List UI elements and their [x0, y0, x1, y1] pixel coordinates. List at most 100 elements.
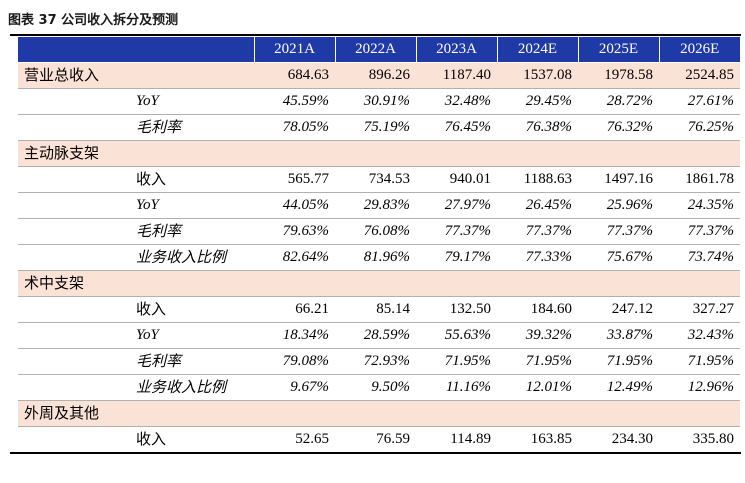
metric-row: 业务收入比例 82.64% 81.96% 79.17% 77.33% 75.67% 73.7…	[18, 244, 740, 271]
value-cell: 39.32%	[497, 322, 578, 349]
value-cell	[659, 270, 740, 297]
value-cell: 77.37%	[578, 218, 659, 245]
empty-cell	[18, 426, 126, 453]
metric-label: YoY	[126, 192, 254, 219]
value-cell: 27.61%	[659, 88, 740, 115]
value-cell: 77.37%	[497, 218, 578, 245]
value-cell	[497, 140, 578, 167]
value-cell: 29.83%	[335, 192, 416, 219]
value-cell: 30.91%	[335, 88, 416, 115]
value-cell: 1861.78	[659, 166, 740, 193]
value-cell	[254, 270, 335, 297]
metric-label: 业务收入比例	[126, 374, 254, 401]
value-cell: 1497.16	[578, 166, 659, 193]
metric-row: 业务收入比例 9.67% 9.50% 11.16% 12.01% 12.49% 12.96%	[18, 374, 740, 401]
metric-row: 收入 565.77 734.53 940.01 1188.63 1497.16 1861.7…	[18, 166, 740, 193]
empty-cell	[126, 62, 254, 89]
value-cell: 85.14	[335, 296, 416, 323]
category-row: 营业总收入 684.63 896.26 1187.40 1537.08 1978.58 25…	[18, 62, 740, 89]
value-cell	[578, 140, 659, 167]
value-cell: 896.26	[335, 62, 416, 89]
value-cell	[416, 400, 497, 427]
metric-row: 毛利率 79.63% 76.08% 77.37% 77.37% 77.37% 77.37%	[18, 218, 740, 245]
value-cell	[335, 270, 416, 297]
empty-cell	[18, 322, 126, 349]
table-top-rule	[10, 34, 741, 36]
value-cell: 79.08%	[254, 348, 335, 375]
value-cell: 24.35%	[659, 192, 740, 219]
value-cell: 44.05%	[254, 192, 335, 219]
value-cell: 163.85	[497, 426, 578, 453]
value-cell: 327.27	[659, 296, 740, 323]
value-cell: 55.63%	[416, 322, 497, 349]
value-cell: 9.50%	[335, 374, 416, 401]
metric-label: 毛利率	[126, 218, 254, 245]
metric-label: 业务收入比例	[126, 244, 254, 271]
metric-row: YoY 18.34% 28.59% 55.63% 39.32% 33.87% 32.43%	[18, 322, 740, 349]
value-cell: 247.12	[578, 296, 659, 323]
value-cell: 9.67%	[254, 374, 335, 401]
value-cell: 32.48%	[416, 88, 497, 115]
value-cell: 12.96%	[659, 374, 740, 401]
category-row: 主动脉支架	[18, 140, 740, 167]
metric-row: 毛利率 79.08% 72.93% 71.95% 71.95% 71.95% 71.95%	[18, 348, 740, 375]
value-cell: 66.21	[254, 296, 335, 323]
value-cell: 78.05%	[254, 114, 335, 141]
value-cell	[254, 140, 335, 167]
value-cell	[335, 140, 416, 167]
value-cell: 734.53	[335, 166, 416, 193]
value-cell: 71.95%	[416, 348, 497, 375]
value-cell: 79.17%	[416, 244, 497, 271]
category-label: 主动脉支架	[18, 140, 126, 167]
revenue-forecast-table: 2021A 2022A 2023A 2024E 2025E 2026E 营业总收入 684.6…	[18, 37, 740, 453]
value-cell: 73.74%	[659, 244, 740, 271]
value-cell: 18.34%	[254, 322, 335, 349]
empty-cell	[18, 192, 126, 219]
empty-cell	[126, 270, 254, 297]
value-cell: 81.96%	[335, 244, 416, 271]
value-cell: 1187.40	[416, 62, 497, 89]
header-row: 2021A 2022A 2023A 2024E 2025E 2026E	[18, 37, 740, 63]
value-cell: 76.45%	[416, 114, 497, 141]
header-blank-cell	[18, 37, 126, 63]
metric-row: YoY 45.59% 30.91% 32.48% 29.45% 28.72% 27.61%	[18, 88, 740, 115]
value-cell	[659, 140, 740, 167]
metric-row: 毛利率 78.05% 75.19% 76.45% 76.38% 76.32% 76.25%	[18, 114, 740, 141]
value-cell: 940.01	[416, 166, 497, 193]
metric-row: 收入 52.65 76.59 114.89 163.85 234.30 335.80	[18, 426, 740, 453]
value-cell: 12.01%	[497, 374, 578, 401]
empty-cell	[126, 140, 254, 167]
empty-cell	[18, 166, 126, 193]
value-cell	[416, 270, 497, 297]
value-cell: 71.95%	[497, 348, 578, 375]
column-header: 2022A	[334, 37, 416, 63]
value-cell: 45.59%	[254, 88, 335, 115]
empty-cell	[18, 114, 126, 141]
empty-cell	[18, 374, 126, 401]
metric-label: 收入	[126, 426, 254, 453]
value-cell: 77.37%	[659, 218, 740, 245]
category-label: 外周及其他	[18, 400, 126, 427]
value-cell: 28.72%	[578, 88, 659, 115]
value-cell: 71.95%	[578, 348, 659, 375]
value-cell: 132.50	[416, 296, 497, 323]
value-cell	[335, 400, 416, 427]
metric-label: 毛利率	[126, 114, 254, 141]
empty-cell	[18, 88, 126, 115]
value-cell	[416, 140, 497, 167]
metric-label: YoY	[126, 88, 254, 115]
value-cell: 76.08%	[335, 218, 416, 245]
header-blank-cell	[126, 37, 254, 63]
value-cell: 26.45%	[497, 192, 578, 219]
value-cell: 77.37%	[416, 218, 497, 245]
value-cell	[578, 270, 659, 297]
value-cell: 76.32%	[578, 114, 659, 141]
value-cell: 29.45%	[497, 88, 578, 115]
value-cell: 76.38%	[497, 114, 578, 141]
empty-cell	[18, 296, 126, 323]
value-cell: 12.49%	[578, 374, 659, 401]
value-cell: 184.60	[497, 296, 578, 323]
value-cell: 77.33%	[497, 244, 578, 271]
empty-cell	[18, 244, 126, 271]
value-cell: 82.64%	[254, 244, 335, 271]
